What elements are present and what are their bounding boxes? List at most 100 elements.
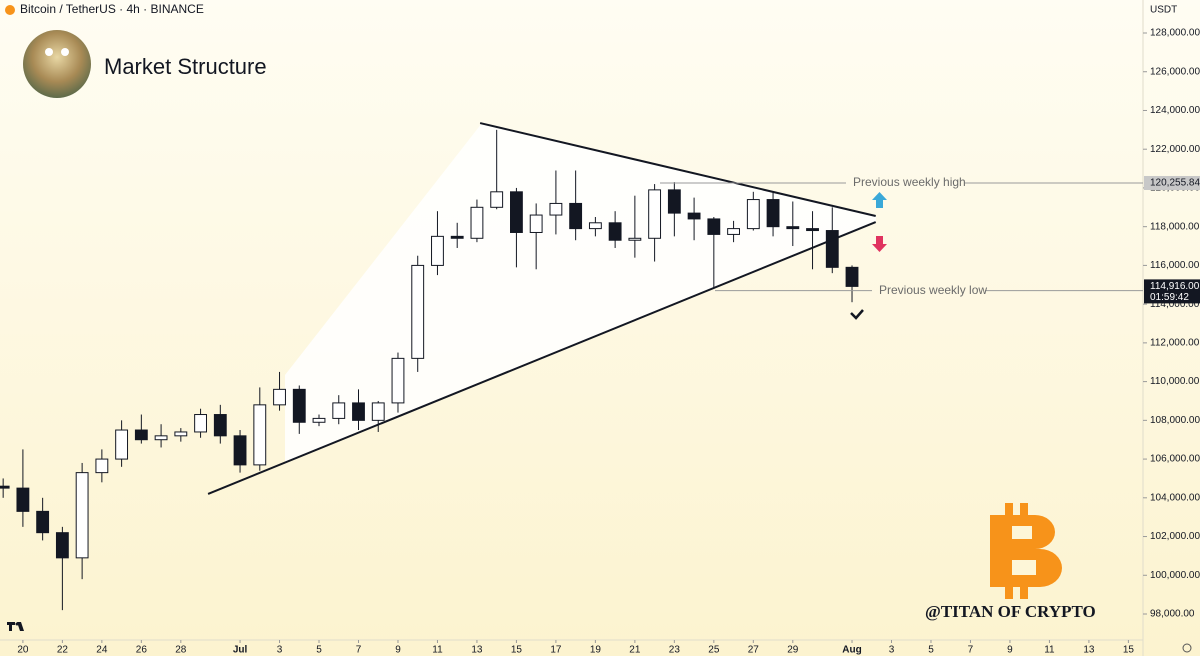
candle-body bbox=[569, 202, 583, 230]
y-tick-label: 118,000.00 bbox=[1150, 221, 1200, 232]
avatar-eye bbox=[45, 48, 53, 56]
candle-body bbox=[470, 206, 484, 239]
up-arrow bbox=[872, 192, 887, 208]
y-tick-label: 126,000.00 bbox=[1150, 66, 1200, 77]
tv-logo bbox=[7, 622, 24, 631]
level-label: Previous weekly low bbox=[879, 283, 987, 297]
checkmark bbox=[850, 309, 864, 320]
candle-body bbox=[292, 388, 306, 423]
candle-body bbox=[667, 189, 681, 214]
chart-title: Market Structure bbox=[104, 54, 267, 79]
x-tick-label: 5 bbox=[316, 645, 322, 656]
bitcoin-logo bbox=[990, 503, 1062, 599]
x-tick-label: 19 bbox=[590, 645, 602, 656]
candle-body bbox=[213, 414, 227, 437]
candle-body bbox=[510, 191, 523, 233]
candle-body bbox=[0, 485, 10, 489]
x-tick-label: 28 bbox=[175, 645, 187, 656]
avatar-eye bbox=[61, 48, 69, 56]
candle-body bbox=[312, 417, 326, 423]
candle-body bbox=[411, 264, 425, 359]
x-tick-label: 17 bbox=[550, 645, 562, 656]
x-tick-label: 3 bbox=[889, 645, 895, 656]
candle-body bbox=[608, 222, 622, 241]
x-tick-label: 22 bbox=[57, 645, 69, 656]
avatar bbox=[23, 30, 91, 98]
symbol-header: Bitcoin / TetherUS · 4h · BINANCE bbox=[20, 2, 204, 16]
candle-body bbox=[529, 214, 543, 233]
candle-body bbox=[55, 532, 69, 559]
candle-body bbox=[16, 487, 30, 512]
y-tick-label: 104,000.00 bbox=[1150, 492, 1200, 503]
candle-body bbox=[746, 199, 760, 230]
y-tick-label: 100,000.00 bbox=[1150, 570, 1200, 581]
trendline bbox=[207, 221, 877, 495]
x-tick-label: 27 bbox=[748, 645, 760, 656]
x-tick-label: 9 bbox=[395, 645, 401, 656]
candle-body bbox=[115, 429, 129, 460]
candle-body bbox=[825, 230, 839, 268]
wedge-shade bbox=[285, 123, 876, 463]
trendline bbox=[479, 122, 876, 217]
candle-body bbox=[174, 431, 188, 437]
x-tick-label: Aug bbox=[842, 645, 861, 656]
y-tick-label: 128,000.00 bbox=[1150, 28, 1200, 39]
candle-body bbox=[75, 472, 89, 559]
last-price-label: 114,916.00 bbox=[1150, 281, 1200, 292]
y-tick-label: 106,000.00 bbox=[1150, 454, 1200, 465]
candle-body bbox=[549, 202, 563, 216]
candle-body bbox=[727, 228, 740, 235]
x-tick-label: Jul bbox=[233, 645, 248, 656]
x-tick-label: 26 bbox=[136, 645, 148, 656]
last-price-tag bbox=[1144, 279, 1200, 304]
candle-body bbox=[233, 435, 247, 466]
candle-body bbox=[588, 222, 602, 230]
x-tick-label: 15 bbox=[1123, 645, 1135, 656]
x-tick-label: 24 bbox=[96, 645, 108, 656]
x-tick-label: 29 bbox=[787, 645, 799, 656]
candle-body bbox=[194, 414, 207, 433]
x-tick-label: 20 bbox=[17, 645, 29, 656]
symbol-icon bbox=[5, 5, 15, 15]
candle-body bbox=[628, 237, 642, 241]
price-tag bbox=[1144, 175, 1200, 190]
x-tick-label: 15 bbox=[511, 645, 523, 656]
x-tick-label: 9 bbox=[1007, 645, 1013, 656]
candle-body bbox=[766, 199, 780, 228]
y-tick-label: 110,000.00 bbox=[1150, 376, 1200, 387]
x-tick-label: 13 bbox=[471, 645, 483, 656]
y-tick-label: 122,000.00 bbox=[1150, 144, 1200, 155]
candle-body bbox=[845, 266, 859, 287]
plot bbox=[0, 129, 859, 611]
candle-body bbox=[490, 191, 504, 208]
x-tick-label: 7 bbox=[356, 645, 362, 656]
candle-body bbox=[391, 357, 405, 404]
down-arrow bbox=[872, 236, 887, 252]
y-tick-label: 108,000.00 bbox=[1150, 415, 1200, 426]
candle-body bbox=[134, 429, 148, 441]
currency: USDT bbox=[1150, 5, 1177, 16]
x-tick-label: 21 bbox=[629, 645, 641, 656]
y-tick-label: 116,000.00 bbox=[1150, 260, 1200, 271]
candle-body bbox=[648, 189, 662, 239]
candle-body bbox=[687, 212, 701, 220]
countdown: 01:59:42 bbox=[1150, 292, 1189, 303]
x-tick-label: 25 bbox=[708, 645, 720, 656]
x-tick-label: 7 bbox=[968, 645, 974, 656]
x-tick-label: 3 bbox=[277, 645, 283, 656]
candle-body bbox=[786, 226, 800, 230]
x-tick-label: 5 bbox=[928, 645, 934, 656]
candle-body bbox=[450, 235, 464, 239]
x-tick-label: 23 bbox=[669, 645, 681, 656]
candle-body bbox=[154, 435, 168, 441]
y-tick-label: 112,000.00 bbox=[1150, 338, 1200, 349]
candle-body bbox=[332, 402, 346, 419]
x-tick-label: 11 bbox=[432, 645, 443, 656]
candle-body bbox=[273, 388, 286, 406]
candle-body bbox=[36, 510, 50, 534]
candle-body bbox=[707, 218, 721, 235]
candle-body bbox=[806, 228, 819, 232]
price-tag-label: 120,255.84 bbox=[1150, 178, 1200, 189]
settings-icon[interactable] bbox=[1182, 643, 1192, 653]
